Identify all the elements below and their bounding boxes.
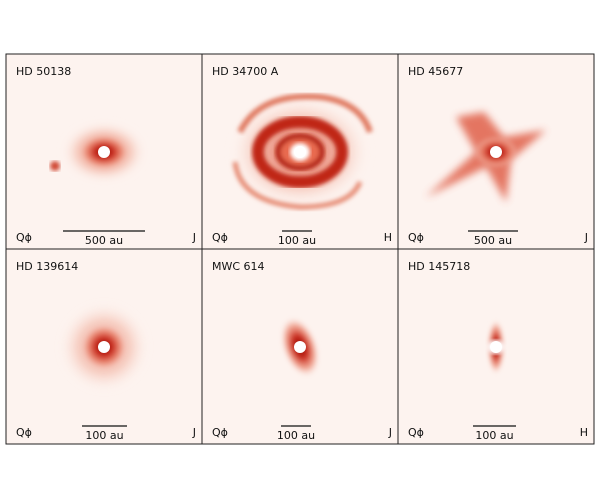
panel: HD 145718 Qϕ H 100 au <box>397 248 595 445</box>
stokes-label: Qϕ <box>212 231 228 244</box>
scale-label: 100 au <box>85 429 123 442</box>
star-mask <box>490 341 502 353</box>
companion-blob <box>50 161 60 171</box>
band-label: J <box>388 426 392 439</box>
scale-label: 500 au <box>474 234 512 247</box>
ring <box>252 116 348 188</box>
panel: HD 139614 Qϕ J 100 au <box>5 248 203 445</box>
stokes-label: Qϕ <box>212 426 228 439</box>
target-name: HD 145718 <box>408 260 470 273</box>
star-mask <box>98 146 110 158</box>
scale-label: 500 au <box>85 234 123 247</box>
panel: HD 50138 Qϕ J 500 au <box>5 53 203 250</box>
band-label: J <box>192 231 196 244</box>
stokes-label: Qϕ <box>16 426 32 439</box>
scale-label: 100 au <box>278 234 316 247</box>
panel: HD 34700 A Qϕ H 100 au <box>201 53 399 250</box>
star-mask <box>98 341 110 353</box>
stokes-label: Qϕ <box>408 231 424 244</box>
scale-label: 100 au <box>277 429 315 442</box>
scale-label: 100 au <box>475 429 513 442</box>
band-label: J <box>192 426 196 439</box>
spiral-arm <box>232 161 363 210</box>
target-name: MWC 614 <box>212 260 265 273</box>
stokes-label: Qϕ <box>16 231 32 244</box>
star-mask <box>294 341 306 353</box>
panel: HD 45677 Qϕ J 500 au <box>397 53 595 250</box>
stokes-label: Qϕ <box>408 426 424 439</box>
target-name: HD 45677 <box>408 65 463 78</box>
panel: MWC 614 Qϕ J 100 au <box>201 248 399 445</box>
band-label: J <box>584 231 588 244</box>
target-name: HD 34700 A <box>212 65 279 78</box>
band-label: H <box>580 426 588 439</box>
target-name: HD 50138 <box>16 65 71 78</box>
spiral-arm <box>237 93 373 134</box>
target-name: HD 139614 <box>16 260 78 273</box>
star-mask <box>294 146 306 158</box>
star-mask <box>490 146 502 158</box>
band-label: H <box>384 231 392 244</box>
